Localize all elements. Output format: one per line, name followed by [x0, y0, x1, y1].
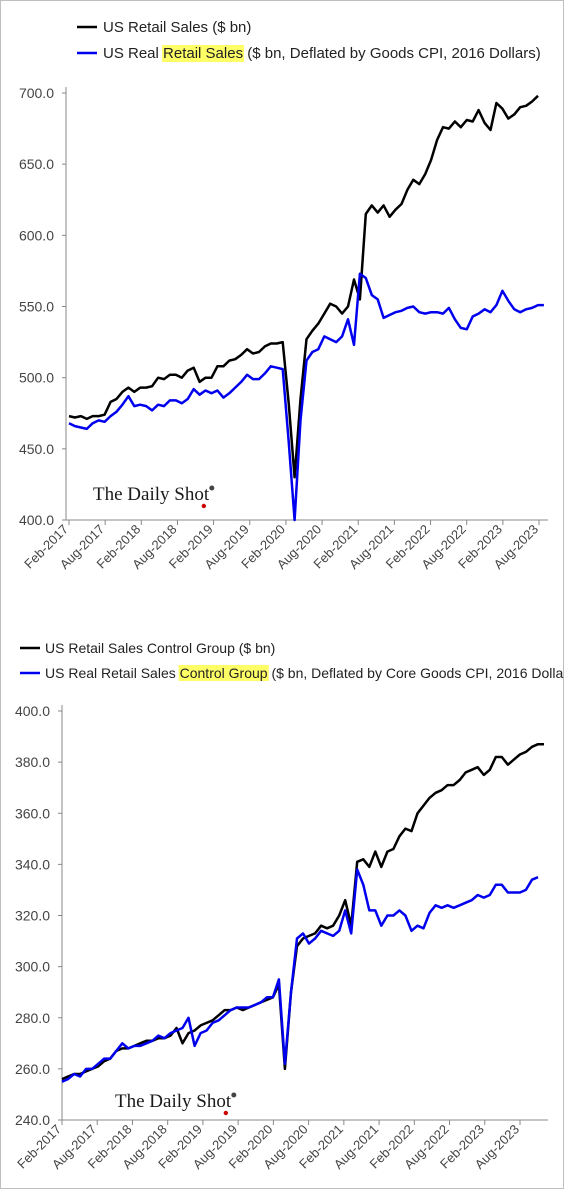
y-tick-label: 550.0 [19, 299, 54, 315]
y-tick-label: 340.0 [15, 856, 50, 872]
series-line-real [61, 868, 539, 1083]
y-tick-label: 400.0 [19, 512, 54, 528]
y-tick-label: 280.0 [15, 1010, 50, 1026]
series-line-nominal [61, 742, 544, 1081]
y-tick-label: 450.0 [19, 441, 54, 457]
y-tick-label: 320.0 [15, 908, 50, 924]
legend-label: US Real Retail Sales ($ bn, Deflated by … [103, 45, 541, 62]
y-tick-label: 400.0 [15, 703, 50, 719]
y-tick-label: 300.0 [15, 959, 50, 975]
daily-shot-logo: The Daily Shot [93, 484, 210, 505]
legend-label: US Real Retail Sales Control Group ($ bn… [45, 665, 564, 681]
series-line-nominal [68, 94, 539, 479]
daily-shot-logo: The Daily Shot [115, 1091, 232, 1112]
y-tick-label: 600.0 [19, 227, 54, 243]
legend-label: US Retail Sales ($ bn) [103, 19, 251, 36]
y-tick-label: 700.0 [19, 85, 54, 101]
logo-trademark-dot [231, 1092, 237, 1098]
legend-highlight [178, 665, 269, 681]
legend-text: US Retail Sales ($ bn) [103, 19, 251, 36]
legend-text: US Retail Sales Control Group ($ bn) [45, 640, 275, 656]
y-tick-label: 260.0 [15, 1061, 50, 1077]
logo-red-dot [201, 503, 207, 509]
y-tick-label: 240.0 [15, 1112, 50, 1128]
legend-highlight-text: Control Group [180, 665, 268, 681]
legend-label: US Retail Sales Control Group ($ bn) [45, 640, 275, 656]
logo-red-dot [223, 1110, 229, 1116]
legend-text: ($ bn, Deflated by Core Goods CPI, 2016 … [268, 665, 564, 681]
control-group-chart: US Retail Sales Control Group ($ bn) US R… [14, 640, 564, 1172]
legend-text: US Real Retail Sales [45, 665, 180, 681]
y-tick-label: 360.0 [15, 805, 50, 821]
logo-trademark-dot [209, 485, 215, 491]
legend-highlight-text: Retail Sales [163, 45, 243, 62]
series-line-real [68, 272, 544, 522]
retail-sales-chart: US Retail Sales ($ bn) US Real Retail Sal… [19, 19, 548, 572]
y-tick-label: 650.0 [19, 156, 54, 172]
y-tick-label: 380.0 [15, 754, 50, 770]
legend-text: US Real [103, 45, 163, 62]
y-tick-label: 500.0 [19, 370, 54, 386]
legend-highlight [162, 45, 245, 62]
legend-text: ($ bn, Deflated by Goods CPI, 2016 Dolla… [243, 45, 541, 62]
